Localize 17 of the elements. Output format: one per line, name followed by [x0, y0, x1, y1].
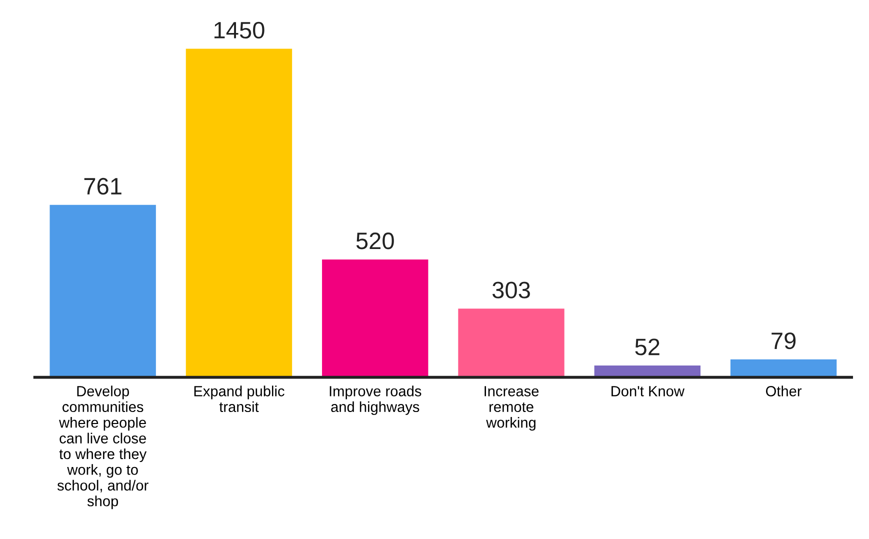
data-label: 761 [84, 178, 122, 195]
x-tick-label: Increase remote working [484, 386, 539, 431]
x-tick-label: Develop communities where people can live close to where they work, go to school, and/or shop [57, 386, 148, 510]
data-label: 520 [356, 232, 394, 250]
x-tick-label: Other [766, 386, 802, 396]
data-label: 52 [635, 338, 660, 356]
x-tick-label: Improve roads and highways [330, 386, 422, 415]
data-label: 1450 [214, 22, 264, 39]
x-tick-label: Expand public transit [194, 386, 284, 412]
bar [458, 308, 564, 378]
data-label: 79 [772, 332, 796, 350]
data-label: 303 [492, 282, 530, 298]
bar [322, 259, 428, 378]
bar [730, 359, 837, 378]
x-tick-label: Don't Know [612, 386, 685, 396]
bar [186, 48, 292, 378]
bar [50, 204, 156, 378]
